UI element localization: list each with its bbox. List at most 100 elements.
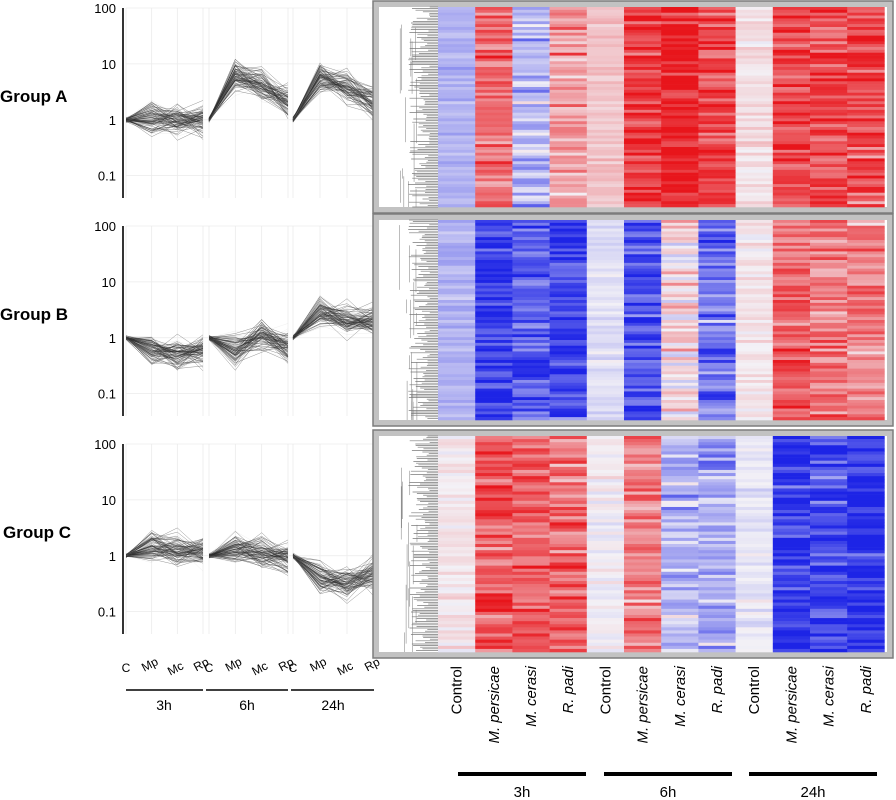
heatmap-cell: [438, 611, 476, 616]
heatmap-cell: [512, 132, 550, 136]
heatmap-cell: [475, 294, 513, 298]
heatmap-cell: [475, 608, 513, 613]
heatmap-cell: [438, 445, 476, 449]
heatmap-cell: [772, 268, 811, 272]
heatmap-cell: [661, 568, 699, 573]
heatmap-cell: [847, 408, 885, 412]
heatmap-cell: [735, 311, 774, 315]
heatmap-cell: [475, 442, 513, 446]
heatmap-cell: [438, 72, 476, 76]
heatmap-cell: [586, 587, 625, 591]
heatmap-cell: [624, 611, 662, 616]
heatmap-cell: [512, 265, 550, 269]
heatmap-cell: [661, 451, 699, 455]
heatmap-cell: [475, 325, 513, 329]
heatmap-cell: [624, 127, 662, 131]
heatmap-cell: [624, 29, 662, 34]
heatmap-cell: [661, 380, 699, 384]
heatmap-cell: [661, 531, 699, 536]
heatmap-cell: [847, 503, 885, 508]
heatmap-cell: [772, 596, 811, 600]
heatmap-cell: [735, 482, 774, 486]
heatmap-cell: [735, 44, 774, 48]
heatmap-cell: [586, 584, 625, 588]
heatmap-cell: [661, 571, 699, 576]
heatmap-cell: [586, 454, 625, 458]
heatmap-cell: [475, 27, 513, 31]
heatmap-cell: [549, 101, 588, 105]
heatmap-cell: [624, 220, 662, 224]
heatmap-cell: [586, 388, 625, 392]
heatmap-cell: [549, 135, 588, 139]
heatmap-cell: [512, 473, 550, 477]
heatmap-cell: [772, 599, 811, 603]
heatmap-cell: [772, 204, 811, 208]
heatmap-cell: [698, 112, 736, 116]
heatmap-cell: [512, 320, 550, 324]
heatmap-cell: [549, 497, 588, 502]
heatmap-cell: [772, 360, 811, 364]
heatmap-cell: [661, 574, 699, 579]
heatmap-cell: [847, 624, 885, 628]
expression-line: [292, 307, 375, 340]
heatmap-cell: [624, 328, 662, 332]
heatmap-cell: [438, 473, 476, 477]
heatmap-cell: [586, 611, 625, 616]
heatmap-cell: [512, 271, 550, 275]
heatmap-cell: [475, 175, 513, 179]
heatmap-cell: [586, 308, 625, 312]
heatmap-cell: [847, 222, 885, 227]
heatmap-cell: [475, 184, 513, 188]
heatmap-cell: [549, 408, 588, 412]
heatmap-cell: [735, 365, 774, 369]
heatmap-cell: [586, 302, 625, 307]
heatmap-cell: [661, 328, 699, 332]
heatmap-cell: [847, 534, 885, 539]
heatmap-cell: [735, 469, 774, 474]
heatmap-cell: [661, 460, 699, 465]
expression-line: [292, 305, 375, 338]
heatmap-cell: [624, 161, 662, 165]
heatmap-cell: [772, 454, 811, 458]
heatmap-cell: [586, 397, 625, 401]
heatmap-cell: [772, 510, 811, 514]
heatmap-cell: [810, 374, 848, 378]
heatmap-cell: [698, 513, 736, 517]
heatmap-cell: [586, 81, 625, 85]
heatmap-cell: [475, 627, 513, 631]
heatmap-cell: [810, 308, 848, 312]
heatmap-cell: [512, 147, 550, 151]
heatmap-cell: [586, 608, 625, 613]
heatmap-cell: [735, 294, 774, 298]
heatmap-cell: [661, 385, 699, 389]
heatmap-cell: [847, 69, 885, 74]
heatmap-cell: [661, 391, 699, 395]
heatmap-cell: [698, 357, 736, 361]
heatmap-cell: [772, 534, 811, 539]
heatmap-cell: [661, 448, 699, 452]
heatmap-cell: [586, 360, 625, 364]
heatmap-cell: [847, 107, 885, 111]
heatmap-cell: [512, 382, 550, 387]
heatmap-cell: [475, 590, 513, 594]
heatmap-cell: [735, 402, 774, 407]
heatmap-cell: [586, 84, 625, 88]
heatmap-cell: [512, 596, 550, 600]
heatmap-cell: [810, 268, 848, 272]
heatmap-cell: [810, 581, 848, 585]
heatmap-cell: [438, 242, 476, 247]
heatmap-cell: [847, 147, 885, 151]
heatmap-cell: [549, 147, 588, 151]
heatmap-cell: [772, 503, 811, 508]
heatmap-cell: [586, 29, 625, 34]
heatmap-cell: [698, 121, 736, 125]
heatmap-cell: [810, 642, 848, 647]
heatmap-cell: [772, 115, 811, 119]
heatmap-cell: [810, 184, 848, 188]
time-label-3h: 3h: [156, 697, 172, 713]
heatmap-cell: [475, 451, 513, 455]
heatmap-cell: [810, 220, 848, 224]
heatmap-cell: [810, 645, 848, 650]
heatmap-cell: [624, 503, 662, 508]
heatmap-cell: [624, 488, 662, 492]
